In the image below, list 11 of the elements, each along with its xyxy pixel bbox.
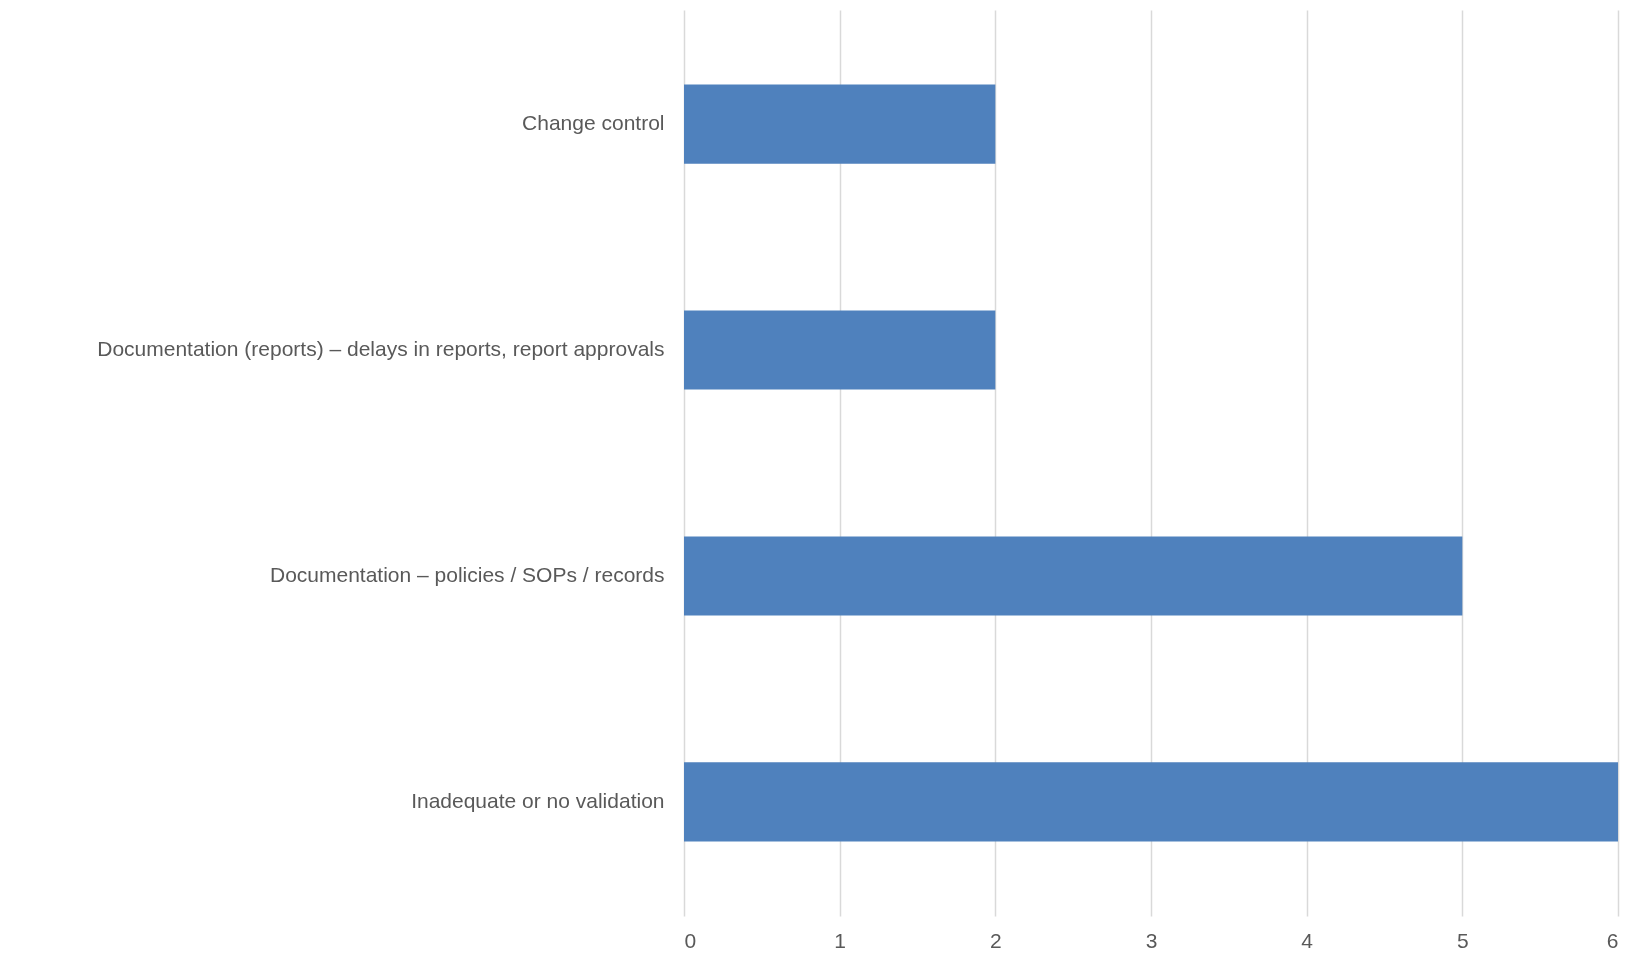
x-tick-label: 6 xyxy=(1606,928,1619,952)
x-tick-label: 2 xyxy=(989,928,1002,952)
y-tick-label: Change control xyxy=(522,111,665,135)
x-tick-label: 4 xyxy=(1301,928,1314,952)
x-tick-label: 5 xyxy=(1456,928,1469,952)
x-tick-label: 3 xyxy=(1145,928,1158,952)
x-tick-label: 1 xyxy=(834,928,847,952)
y-tick-label: Documentation (reports) – delays in reports, report approvals xyxy=(97,337,665,361)
y-tick-label: Inadequate or no validation xyxy=(411,788,665,812)
y-tick-label: Documentation – policies / SOPs / records xyxy=(269,562,665,586)
x-tick-label: 0 xyxy=(684,928,697,952)
